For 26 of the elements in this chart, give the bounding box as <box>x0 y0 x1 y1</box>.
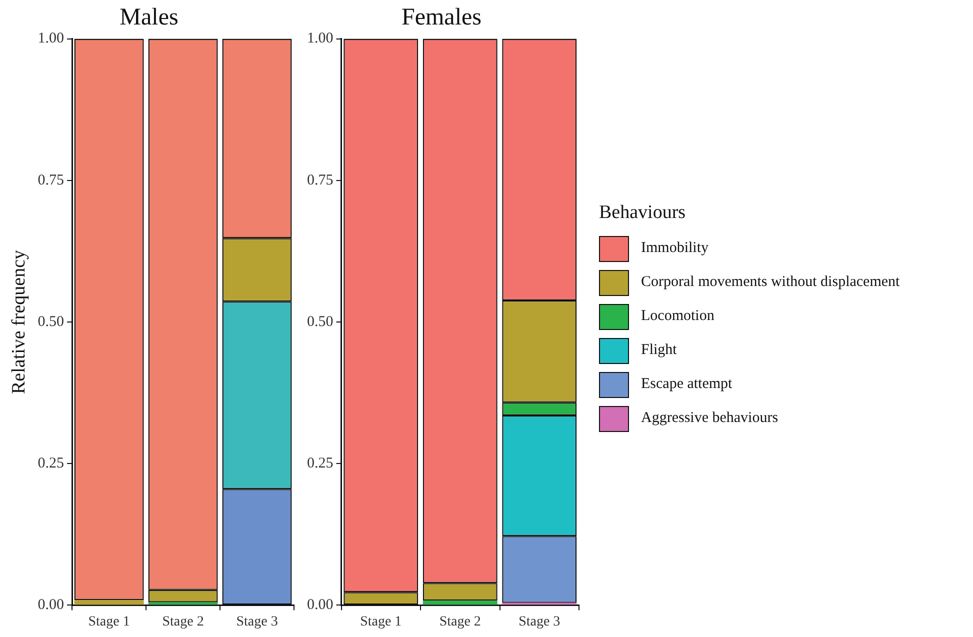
y-tick-label: 0.75 <box>307 172 334 188</box>
y-tick-label: 0.25 <box>307 456 334 472</box>
y-tick-label: 0.75 <box>38 172 64 188</box>
x-tick-label: Stage 1 <box>360 614 402 630</box>
legend-label: Flight <box>641 342 677 359</box>
y-axis-title: Relative frequency <box>8 249 30 394</box>
legend-title: Behaviours <box>599 202 687 224</box>
y-tick-label: 1.00 <box>307 30 334 47</box>
x-tick-label: Stage 3 <box>518 614 560 630</box>
y-tick-label: 1.00 <box>38 30 64 47</box>
legend-label: Aggressive behaviours <box>641 410 778 427</box>
legend-label: Corporal movements without displacement <box>641 274 900 291</box>
legend-label: Locomotion <box>641 308 714 325</box>
legend-label: Escape attempt <box>641 376 732 393</box>
text: Immobility <box>641 240 708 257</box>
y-tick-label: 0.50 <box>307 314 334 330</box>
y-tick-label: 0.25 <box>38 456 64 472</box>
chart-title: Males <box>120 4 178 31</box>
y-tick-label: 0.50 <box>38 314 64 330</box>
x-tick-label: Stage 3 <box>236 614 278 630</box>
y-tick-label: 0.00 <box>307 597 334 614</box>
chart-title: Females <box>402 4 482 31</box>
y-tick-label: 0.00 <box>38 597 64 614</box>
x-tick-label: Stage 2 <box>439 614 481 630</box>
x-tick-label: Stage 1 <box>88 614 130 630</box>
x-tick-label: Stage 2 <box>162 614 204 630</box>
